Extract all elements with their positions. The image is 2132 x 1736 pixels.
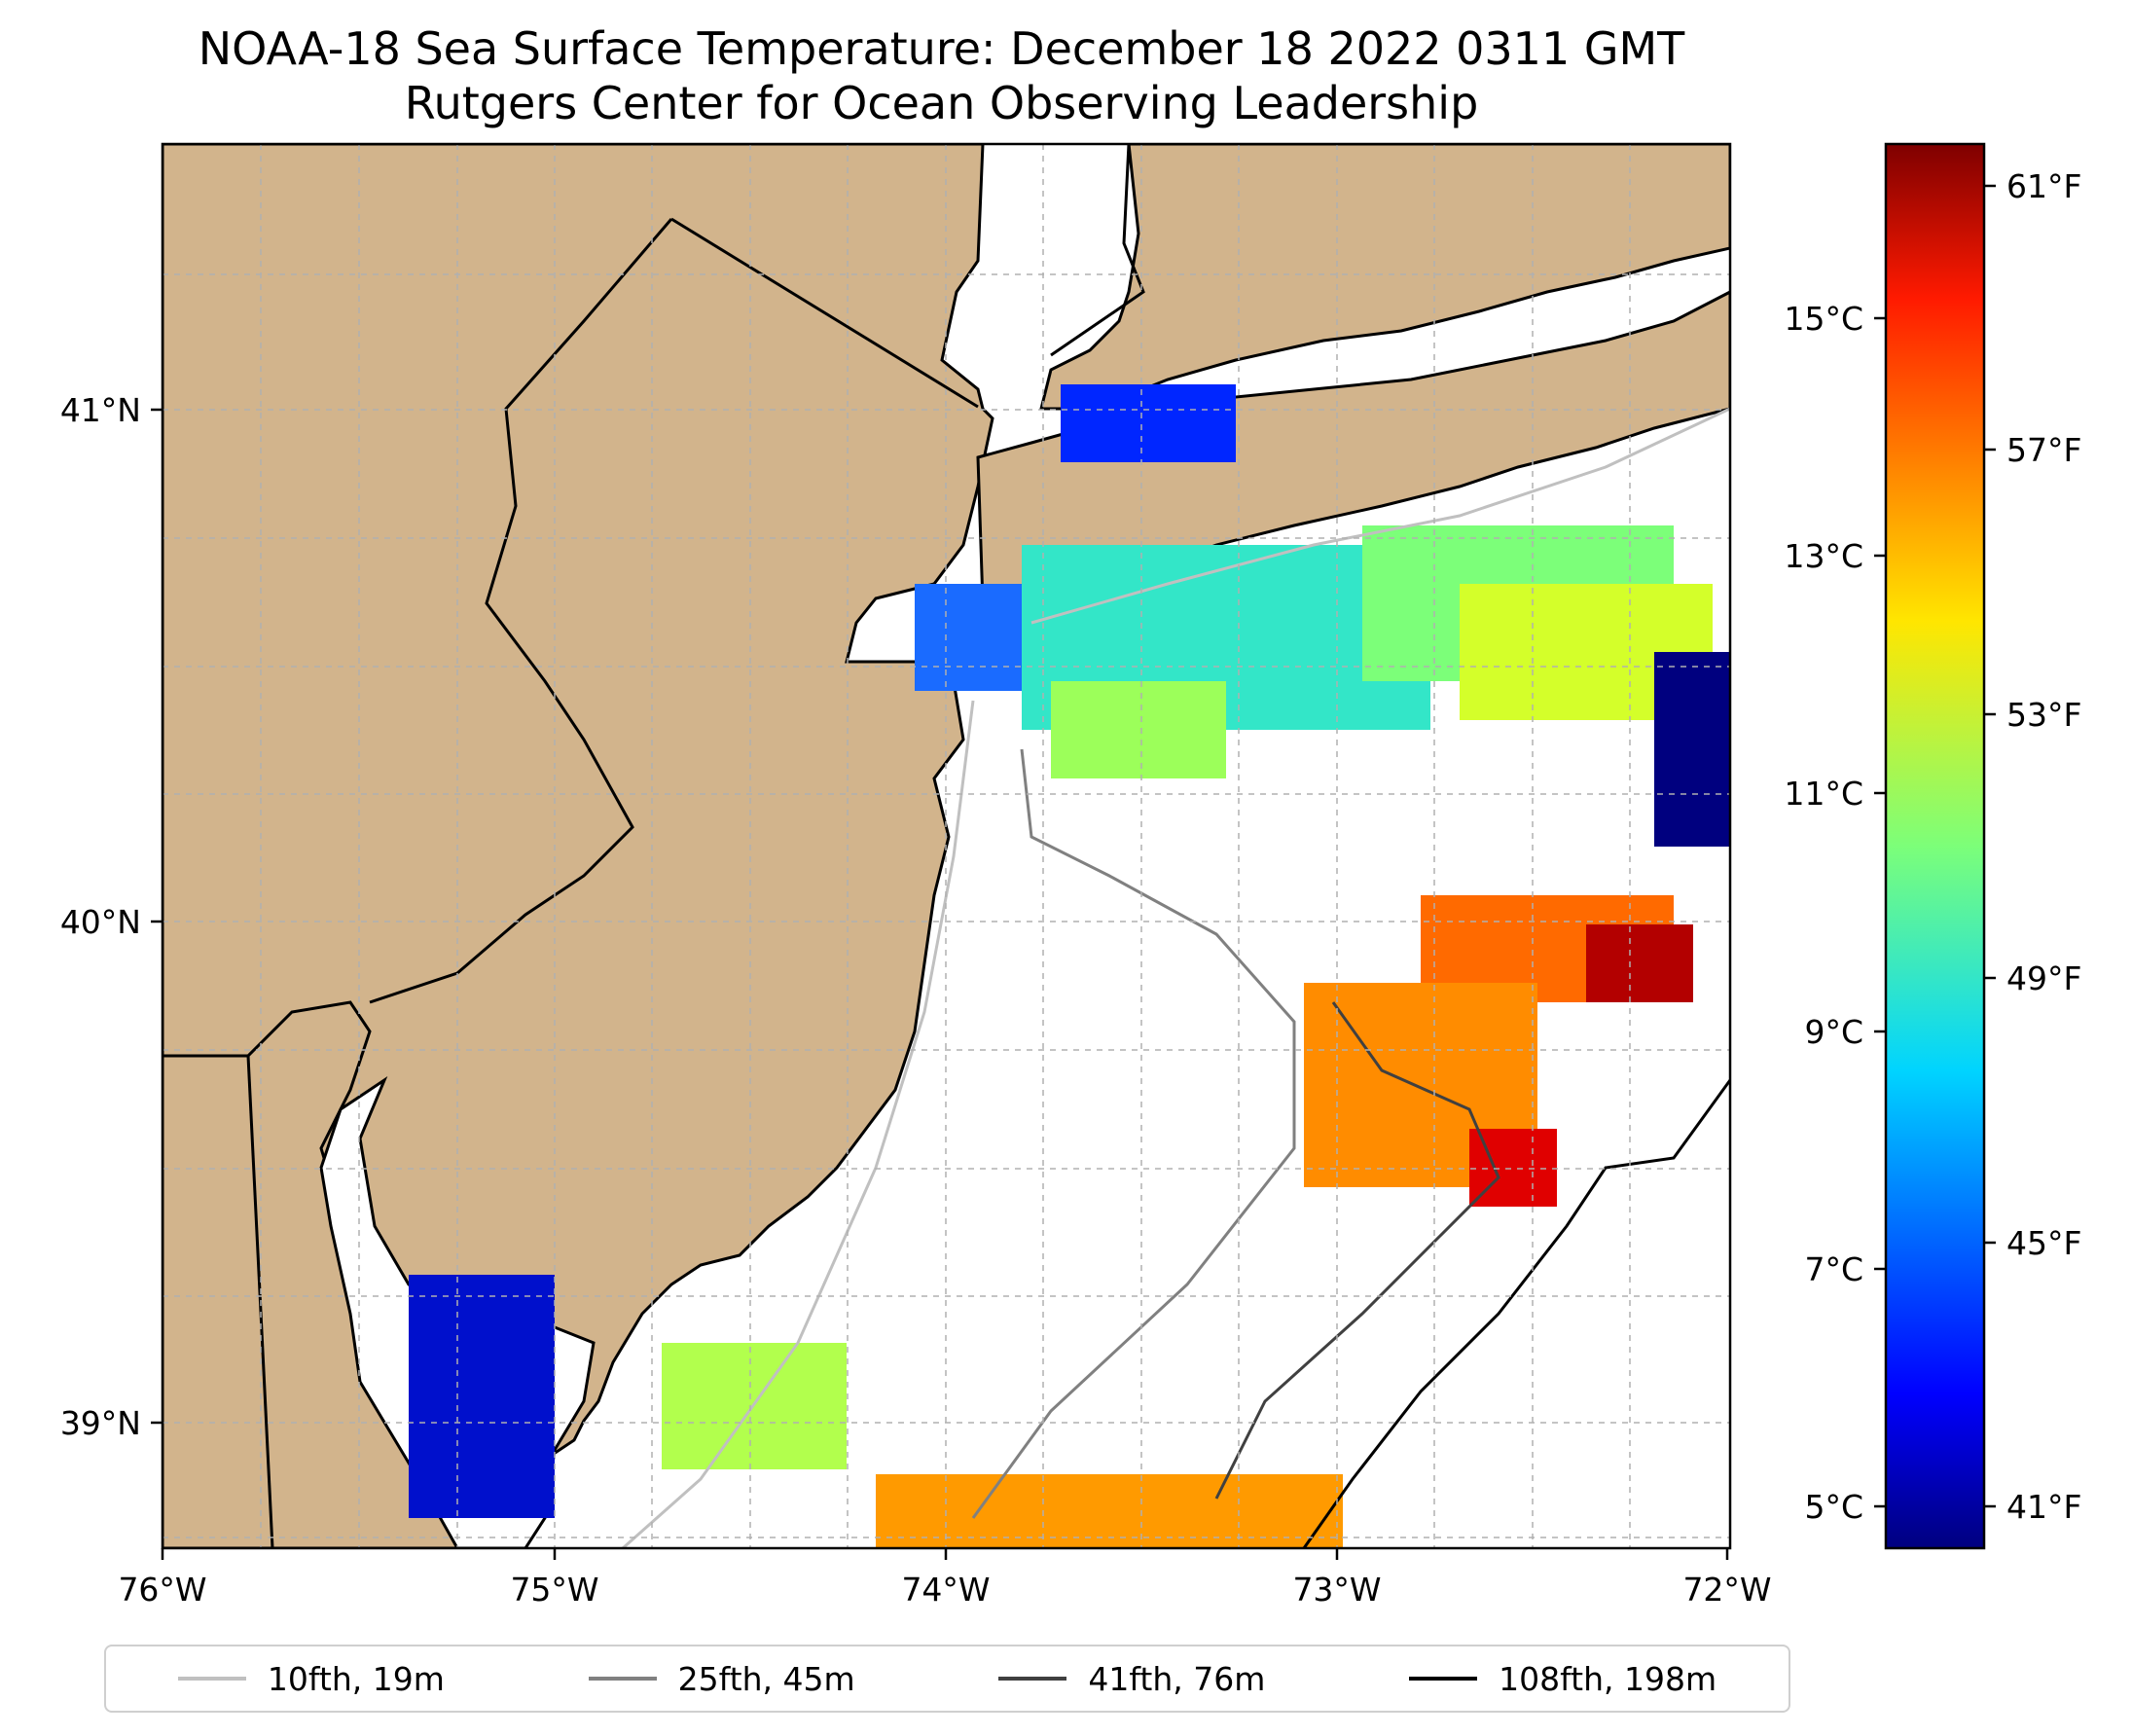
title-line-1: NOAA-18 Sea Surface Temperature: Decembe… bbox=[198, 22, 1685, 75]
legend-swatch-25fth bbox=[588, 1677, 657, 1681]
sst-patch-south-edge bbox=[876, 1474, 1343, 1548]
lat-tick-label-40n: 40°N bbox=[60, 903, 141, 941]
legend-label-10fth: 10fth, 19m bbox=[267, 1659, 445, 1698]
isobath-10fth bbox=[622, 700, 975, 1548]
isobath-41fth bbox=[1214, 1001, 1500, 1500]
colorbar-fahrenheit-ticks bbox=[1984, 184, 1996, 1508]
colorbar-f-label-57: 57°F bbox=[2006, 431, 2081, 469]
legend-swatch-108fth bbox=[1409, 1677, 1478, 1681]
lon-tick-label-72w: 72°W bbox=[1682, 1571, 1771, 1609]
legend-label-25fth: 25fth, 45m bbox=[677, 1659, 855, 1698]
legend-item-108fth: 108fth, 198m bbox=[1409, 1660, 1716, 1698]
state-border-pa-nj bbox=[369, 218, 673, 1004]
legend-item-10fth: 10fth, 19m bbox=[177, 1659, 445, 1698]
lon-tick-label-76w: 76°W bbox=[118, 1571, 206, 1609]
legend-item-41fth: 41fth, 76m bbox=[998, 1660, 1265, 1698]
lat-tick-label-41n: 41°N bbox=[60, 391, 141, 429]
legend-label-108fth: 108fth, 198m bbox=[1499, 1659, 1717, 1698]
legend-label-41fth: 41fth, 76m bbox=[1088, 1659, 1266, 1698]
colorbar-c-label-11: 11°C bbox=[1784, 775, 1863, 813]
colorbar-f-label-61: 61°F bbox=[2006, 167, 2081, 205]
colorbar-c-label-7: 7°C bbox=[1804, 1250, 1863, 1288]
state-border-ny-ct bbox=[1050, 144, 1145, 357]
colorbar-celsius-ticks bbox=[1874, 316, 1886, 1508]
legend-item-25fth: 25fth, 45m bbox=[588, 1659, 855, 1698]
lon-tick-label-74w: 74°W bbox=[901, 1571, 990, 1609]
sst-patch-mid-bight bbox=[1051, 681, 1226, 778]
lon-tick-label-75w: 75°W bbox=[510, 1571, 598, 1609]
lat-ticks bbox=[151, 408, 163, 1425]
title-block: NOAA-18 Sea Surface Temperature: Decembe… bbox=[0, 21, 1883, 130]
lat-tick-label-39n: 39°N bbox=[60, 1404, 141, 1442]
land-connecticut bbox=[1039, 144, 1730, 411]
colorbar-c-label-13: 13°C bbox=[1784, 537, 1863, 575]
isobath-10fth-li bbox=[1030, 407, 1730, 625]
gridlines bbox=[163, 144, 1730, 1548]
isobath-legend: 10fth, 19m 25fth, 45m 41fth, 76m 108fth,… bbox=[104, 1645, 1790, 1713]
sst-patch-delaware-bay bbox=[409, 1275, 555, 1518]
colorbar bbox=[1884, 142, 1986, 1550]
colorbar-f-label-45: 45°F bbox=[2006, 1224, 2081, 1262]
title-line-2: Rutgers Center for Ocean Observing Leade… bbox=[404, 77, 1479, 129]
lon-tick-label-73w: 73°W bbox=[1292, 1571, 1381, 1609]
sst-patch-east-cold bbox=[1654, 652, 1730, 847]
colorbar-f-label-49: 49°F bbox=[2006, 959, 2081, 997]
colorbar-c-label-9: 9°C bbox=[1804, 1013, 1863, 1051]
isobath-25fth bbox=[971, 748, 1296, 1519]
state-border-ny-nj bbox=[670, 217, 979, 409]
colorbar-c-label-5: 5°C bbox=[1804, 1488, 1863, 1526]
map-layers bbox=[163, 144, 1730, 1548]
colorbar-f-label-41: 41°F bbox=[2006, 1488, 2081, 1526]
colorbar-c-label-15: 15°C bbox=[1784, 300, 1863, 338]
legend-swatch-41fth bbox=[998, 1677, 1067, 1681]
sst-patch-hudson-warm-2 bbox=[1586, 924, 1693, 1002]
sst-patch-li-sound bbox=[1061, 384, 1236, 462]
lon-ticks bbox=[161, 1548, 1729, 1560]
legend-swatch-10fth bbox=[177, 1677, 246, 1681]
colorbar-f-label-53: 53°F bbox=[2006, 696, 2081, 734]
